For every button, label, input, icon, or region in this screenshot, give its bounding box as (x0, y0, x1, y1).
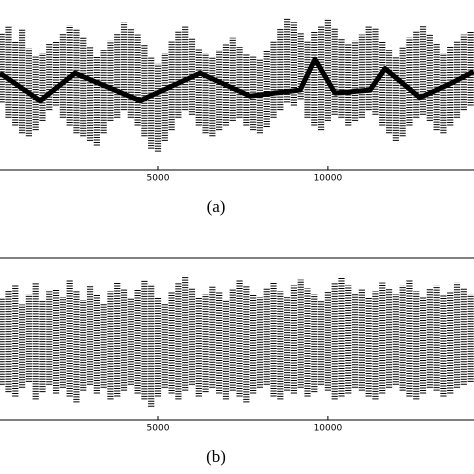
x-tick-label: 5000 (147, 424, 170, 434)
x-tick-label: 10000 (314, 174, 343, 184)
trend-line (0, 56, 474, 104)
panel-caption: (b) (206, 447, 226, 466)
x-tick-label: 5000 (147, 174, 170, 184)
x-tick-label: 10000 (314, 424, 343, 434)
panel-caption: (a) (207, 197, 226, 216)
